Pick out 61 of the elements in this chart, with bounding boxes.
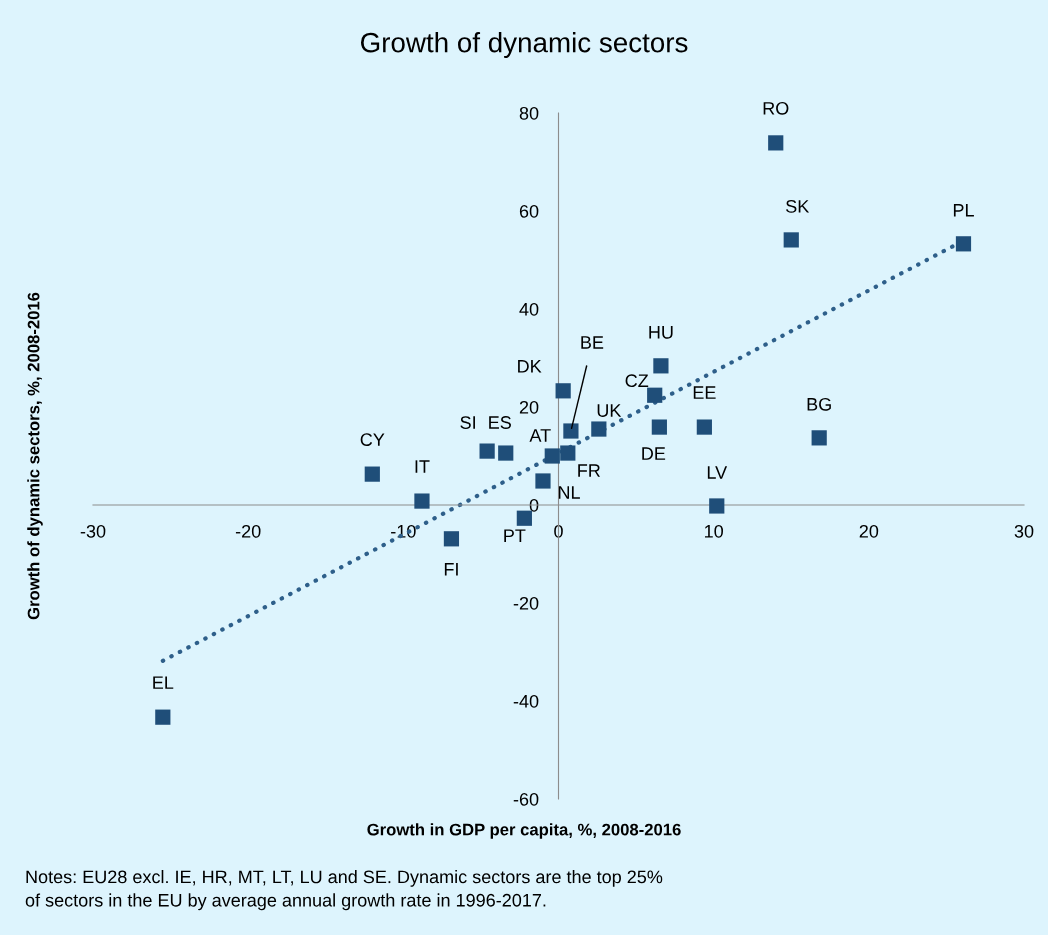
point	[563, 423, 579, 439]
point	[653, 358, 669, 374]
y-tick-label: -20	[513, 596, 539, 610]
annotation: HU	[649, 326, 673, 339]
x-tick-label: 20	[859, 524, 879, 538]
point	[443, 531, 460, 547]
y-tick-label: -60	[513, 792, 539, 806]
annotation: PL	[953, 204, 974, 217]
point	[544, 448, 560, 464]
annotation: UK	[597, 404, 622, 417]
point	[560, 445, 576, 461]
annotation: RO	[763, 101, 789, 115]
annotation: BG	[807, 397, 831, 411]
chart-title: Growth of dynamic sectors	[361, 32, 688, 58]
annotation: AT	[529, 429, 551, 442]
point	[555, 383, 571, 399]
point	[647, 387, 663, 403]
y-tick-label: 80	[519, 106, 539, 120]
point	[591, 421, 607, 437]
annotation: IT	[415, 460, 430, 473]
annotation: NL	[558, 486, 580, 499]
x-tick-label: -20	[235, 524, 261, 538]
x-tick-label: 30	[1014, 524, 1034, 538]
point	[479, 443, 495, 459]
y-tick-label: 40	[519, 302, 539, 316]
annotation: SI	[460, 416, 475, 429]
annotation: EL	[153, 676, 174, 689]
annotation: ES	[489, 416, 511, 429]
annotation: CY	[360, 433, 385, 446]
y-tick-label: 0	[529, 498, 539, 512]
point	[768, 135, 784, 151]
annotation: EE	[693, 386, 716, 399]
annotation: CZ	[625, 374, 649, 388]
x-tick-label: 10	[705, 524, 723, 538]
annotation: DE	[642, 447, 666, 460]
y-axis-title: Growth of dynamic sectors, %, 2008-2016	[27, 292, 43, 620]
point	[811, 430, 827, 446]
point	[155, 709, 171, 725]
y-tick-label: 60	[519, 204, 539, 218]
annotation: PT	[504, 529, 526, 542]
y-tick-label: -40	[513, 694, 539, 708]
point	[414, 493, 430, 509]
point	[783, 232, 799, 248]
point	[364, 466, 380, 482]
annotation: LV	[707, 466, 728, 479]
annotation: FI	[444, 563, 458, 576]
point	[651, 419, 667, 435]
annotation: DK	[518, 360, 542, 373]
point	[696, 419, 712, 435]
point	[955, 236, 972, 252]
point	[516, 510, 532, 526]
point	[535, 473, 551, 489]
annotation: SK	[786, 199, 810, 213]
y-tick-label: 20	[519, 400, 539, 414]
point	[498, 445, 514, 461]
point	[709, 498, 725, 514]
annotation: BE	[581, 336, 604, 349]
text: Notes: EU28 excl. IE, HR, MT, LT, LU and SE. Dynamic sectors are the top 25% of sectors in the EU by average annual growth rate in 1996-2017.	[25, 870, 663, 911]
x-axis-title: Growth in GDP per capita, %, 2008-2016	[367, 823, 681, 839]
x-tick-label: -30	[80, 524, 106, 538]
annotation: FR	[578, 464, 601, 477]
